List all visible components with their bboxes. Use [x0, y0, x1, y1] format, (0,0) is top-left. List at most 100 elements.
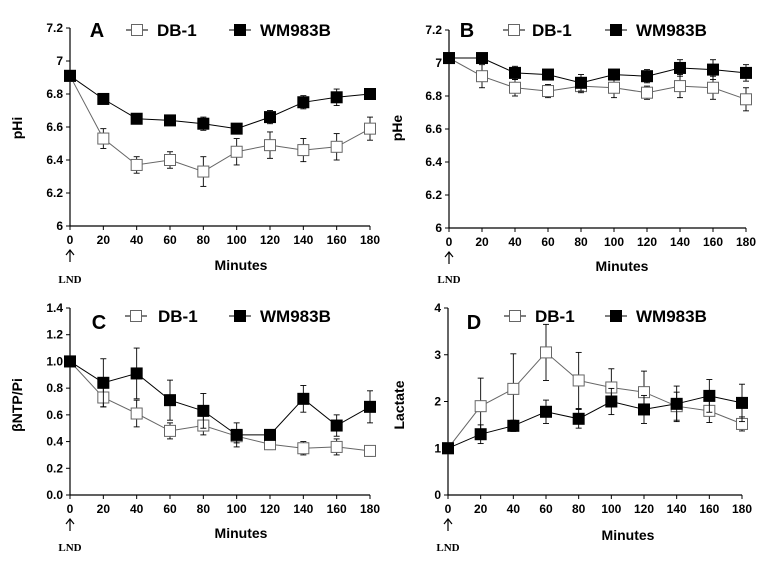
- y-tick-label: 6.6: [425, 122, 442, 136]
- x-tick-label: 20: [475, 235, 489, 249]
- y-tick-label: 6: [435, 221, 442, 235]
- legend-item: WM983B: [605, 21, 707, 40]
- legend-marker: [509, 310, 521, 322]
- x-tick-label: 180: [732, 502, 752, 516]
- legend-marker: [130, 310, 142, 322]
- data-point: [542, 85, 554, 98]
- data-point: [264, 111, 276, 124]
- y-tick-label: 6.4: [425, 155, 442, 169]
- panel-letter: A: [90, 20, 104, 42]
- panel-letter: C: [92, 312, 106, 334]
- chart-panel-c: 0.0 0.2 0.4 0.6 0.8 1.0 1.2 1.4 0 20 40 60 80 100 120 1…: [9, 301, 380, 554]
- x-tick-label: 100: [604, 235, 624, 249]
- data-point: [740, 66, 752, 79]
- x-tick-label: 140: [293, 233, 313, 247]
- x-tick-label: 120: [634, 502, 654, 516]
- legend-item: WM983B: [605, 307, 707, 326]
- x-tick-label: 120: [637, 235, 657, 249]
- x-tick-label: 120: [260, 233, 280, 247]
- x-tick-label: 60: [539, 502, 553, 516]
- data-point: [542, 68, 554, 81]
- x-tick-label: 80: [197, 502, 211, 516]
- legend-marker: [131, 24, 143, 36]
- x-tick-label: 160: [699, 502, 719, 516]
- data-point: [297, 442, 310, 455]
- data-point: [330, 419, 343, 432]
- data-point: [608, 81, 620, 94]
- y-tick-label: 1.0: [46, 354, 63, 368]
- data-point: [572, 412, 585, 425]
- legend-marker: [508, 24, 520, 36]
- data-point: [330, 440, 343, 453]
- y-tick-label: 3: [434, 348, 441, 362]
- data-point: [297, 96, 310, 109]
- data-point: [330, 140, 343, 153]
- series-wm983b: [64, 69, 376, 135]
- lnd-arrow-head: [444, 251, 454, 258]
- legend-item: WM983B: [229, 307, 331, 326]
- data-point: [605, 395, 618, 408]
- series-db-1: [64, 355, 376, 457]
- y-tick-label: 6.4: [46, 153, 63, 167]
- y-tick-label: 0.8: [46, 381, 63, 395]
- data-point: [130, 367, 143, 380]
- series-line: [69, 75, 371, 173]
- legend-marker: [610, 310, 622, 322]
- data-point: [164, 424, 176, 437]
- data-point: [509, 81, 521, 94]
- data-point: [474, 400, 487, 413]
- x-tick-label: 60: [163, 233, 177, 247]
- data-point: [540, 346, 552, 359]
- data-point: [297, 392, 310, 405]
- data-point: [130, 407, 143, 420]
- y-tick-label: 6.6: [46, 120, 63, 134]
- y-axis-label: pHe: [389, 115, 405, 142]
- data-point: [703, 389, 716, 402]
- x-tick-label: 100: [227, 502, 247, 516]
- data-point: [164, 114, 176, 127]
- legend-label: DB-1: [535, 307, 575, 326]
- legend-item: DB-1: [503, 21, 572, 40]
- x-tick-label: 180: [360, 502, 380, 516]
- legend-item: DB-1: [504, 307, 575, 326]
- lnd-annotation: LND: [58, 274, 81, 286]
- y-tick-label: 7.2: [46, 21, 63, 35]
- series-line: [447, 395, 743, 449]
- y-tick-label: 0.6: [46, 408, 63, 422]
- data-point: [97, 132, 110, 145]
- data-point: [442, 442, 454, 455]
- x-tick-label: 180: [360, 233, 380, 247]
- legend-marker: [234, 310, 246, 322]
- lnd-annotation: LND: [437, 274, 460, 286]
- data-point: [707, 63, 719, 76]
- legend-label: DB-1: [532, 21, 572, 40]
- y-axis-label: Lactate: [391, 380, 407, 429]
- x-axis-label: Minutes: [596, 258, 649, 274]
- x-tick-label: 160: [327, 502, 347, 516]
- data-point: [330, 91, 343, 104]
- y-tick-label: 0.2: [46, 461, 63, 475]
- data-point: [197, 404, 210, 417]
- data-point: [230, 122, 243, 135]
- x-tick-label: 40: [508, 235, 522, 249]
- data-point: [364, 444, 376, 457]
- y-tick-label: 6.2: [425, 188, 442, 202]
- data-point: [230, 428, 243, 441]
- data-point: [364, 88, 376, 100]
- x-axis-label: Minutes: [602, 527, 655, 543]
- x-tick-label: 20: [474, 502, 488, 516]
- data-point: [740, 93, 752, 106]
- x-tick-label: 180: [736, 235, 756, 249]
- y-tick-label: 1.4: [46, 301, 63, 315]
- data-point: [164, 394, 176, 407]
- data-point: [674, 80, 686, 93]
- data-point: [197, 165, 210, 178]
- x-tick-label: 40: [130, 502, 144, 516]
- chart-panel-b: 6 6.2 6.4 6.6 6.8 7 7.2 0 20 40 60 80 100 120 140 160 18…: [389, 20, 756, 286]
- panel-letter: D: [467, 312, 481, 334]
- data-point: [507, 419, 520, 432]
- data-point: [230, 145, 243, 158]
- x-tick-label: 160: [703, 235, 723, 249]
